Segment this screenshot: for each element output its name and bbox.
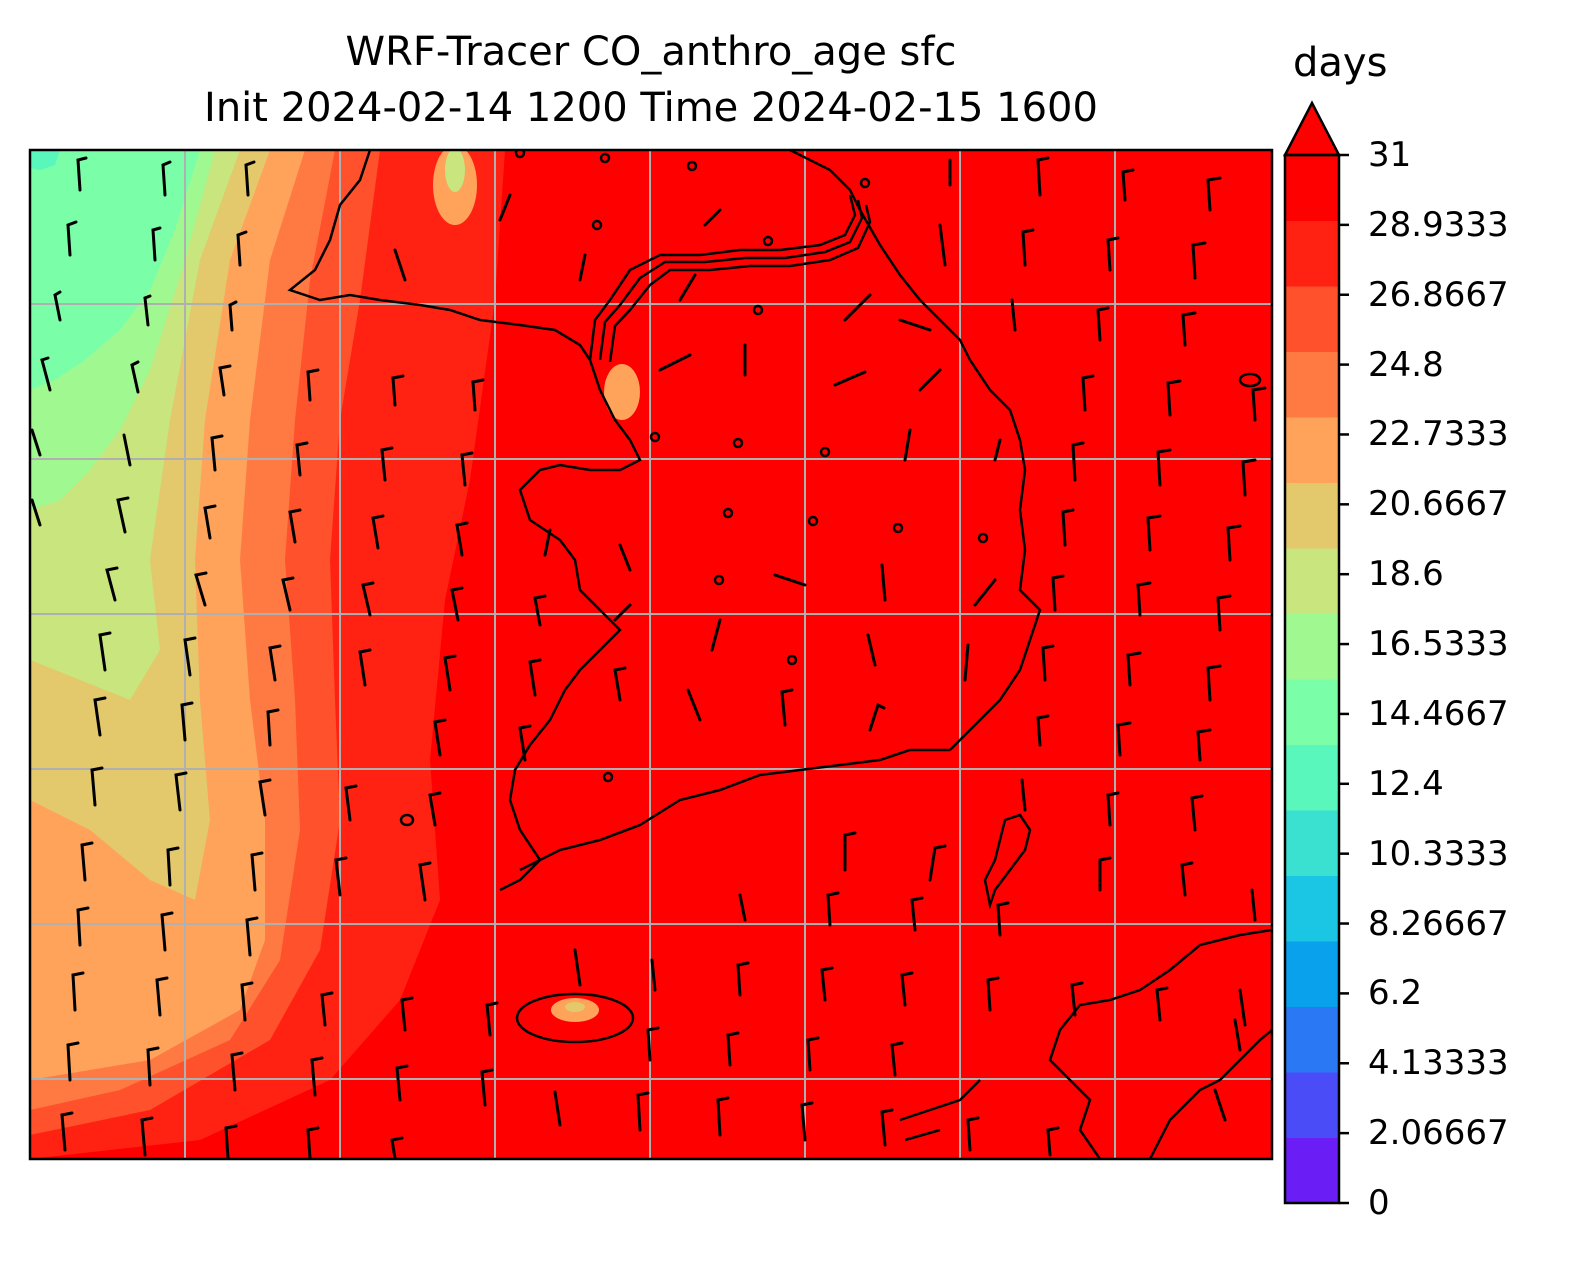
- coastlines: [287, 150, 1272, 1159]
- colorbar-tick-label: 6.2: [1368, 973, 1423, 1014]
- colorbar-segment: [1285, 1137, 1339, 1204]
- colorbar-segment: [1285, 155, 1339, 221]
- field-hotspot-north-core: [445, 150, 465, 192]
- colorbar-segment: [1285, 1006, 1339, 1073]
- coast-korea-west: [499, 359, 642, 892]
- coast-jeju: [515, 992, 635, 1044]
- colorbar-segment: [1285, 1072, 1339, 1138]
- colorbar-segment: [1285, 875, 1339, 942]
- colorbar-segment: [1285, 417, 1339, 483]
- colorbar-segment: [1285, 810, 1339, 876]
- colorbar-tick-label: 14.4667: [1368, 693, 1509, 734]
- coast-korea-east: [789, 150, 1042, 751]
- border-dprk-china-3: [608, 204, 872, 363]
- gridlines: [30, 150, 1272, 1159]
- colorbar-extend-arrow: [1282, 100, 1342, 157]
- field-hotspot-coast: [604, 364, 640, 420]
- plot-title-line2: Init 2024-02-14 1200 Time 2024-02-15 160…: [204, 85, 1098, 131]
- coast-kyushu-2: [1148, 1029, 1272, 1159]
- colorbar-tick-label: 31: [1368, 135, 1412, 175]
- colorbar-tick-label: 2.06667: [1368, 1113, 1509, 1154]
- coast-kyushu: [1048, 928, 1272, 1159]
- wind-barbs: [30, 156, 1267, 1159]
- colorbar-tick-label: 18.6: [1368, 554, 1444, 595]
- coast-islands-sw: [899, 1079, 981, 1142]
- colorbar-segment: [1285, 548, 1339, 614]
- coast-island-1: [1238, 372, 1262, 388]
- map-frame: [28, 148, 1274, 1161]
- colorbar-tick-label: 8.26667: [1368, 903, 1509, 944]
- colorbar-segment: [1285, 941, 1339, 1007]
- colorbar-tick-label: 4.13333: [1368, 1043, 1509, 1084]
- station-markers: [514, 150, 989, 783]
- colorbar-segment: [1285, 679, 1339, 745]
- border-dprk-china-2: [598, 199, 864, 361]
- coast-tsushima: [983, 813, 1032, 910]
- colorbar-frame: [1283, 153, 1341, 1205]
- colorbar-tick-label: 26.8667: [1368, 274, 1509, 315]
- colorbar-tick-label: 22.7333: [1368, 414, 1509, 455]
- coast-liaodong: [287, 150, 592, 361]
- colorbar-tick-label: 10.3333: [1368, 833, 1509, 874]
- colorbar-tick-label: 16.5333: [1368, 624, 1509, 665]
- field-band-14: [30, 150, 200, 390]
- colorbar-tick-label: 20.6667: [1368, 484, 1509, 525]
- map-panel: [30, 150, 1272, 1159]
- colorbar-segment: [1285, 286, 1339, 352]
- field-hotspot-jeju-core: [565, 1002, 585, 1012]
- colorbar-segment: [1285, 613, 1339, 680]
- colorbar-tick-label: 12.4: [1368, 763, 1444, 804]
- colorbar-segment: [1285, 220, 1339, 287]
- colorbar-segment: [1285, 351, 1339, 418]
- border-dprk-china: [588, 194, 857, 361]
- colorbar-tick-label: 28.9333: [1368, 204, 1509, 245]
- colorbar: [1282, 100, 1349, 1205]
- colorbar-tick-label: 0: [1368, 1183, 1390, 1223]
- plot-title-line1: WRF-Tracer CO_anthro_age sfc: [345, 29, 957, 75]
- colorbar-tick-label: 24.8: [1368, 344, 1444, 385]
- colorbar-segment: [1285, 744, 1339, 811]
- colorbar-unit-label: days: [1293, 40, 1388, 86]
- coast-korea-south: [519, 748, 950, 872]
- field-band-12: [30, 150, 60, 170]
- coast-island-2: [399, 813, 415, 827]
- colorbar-segment: [1285, 482, 1339, 549]
